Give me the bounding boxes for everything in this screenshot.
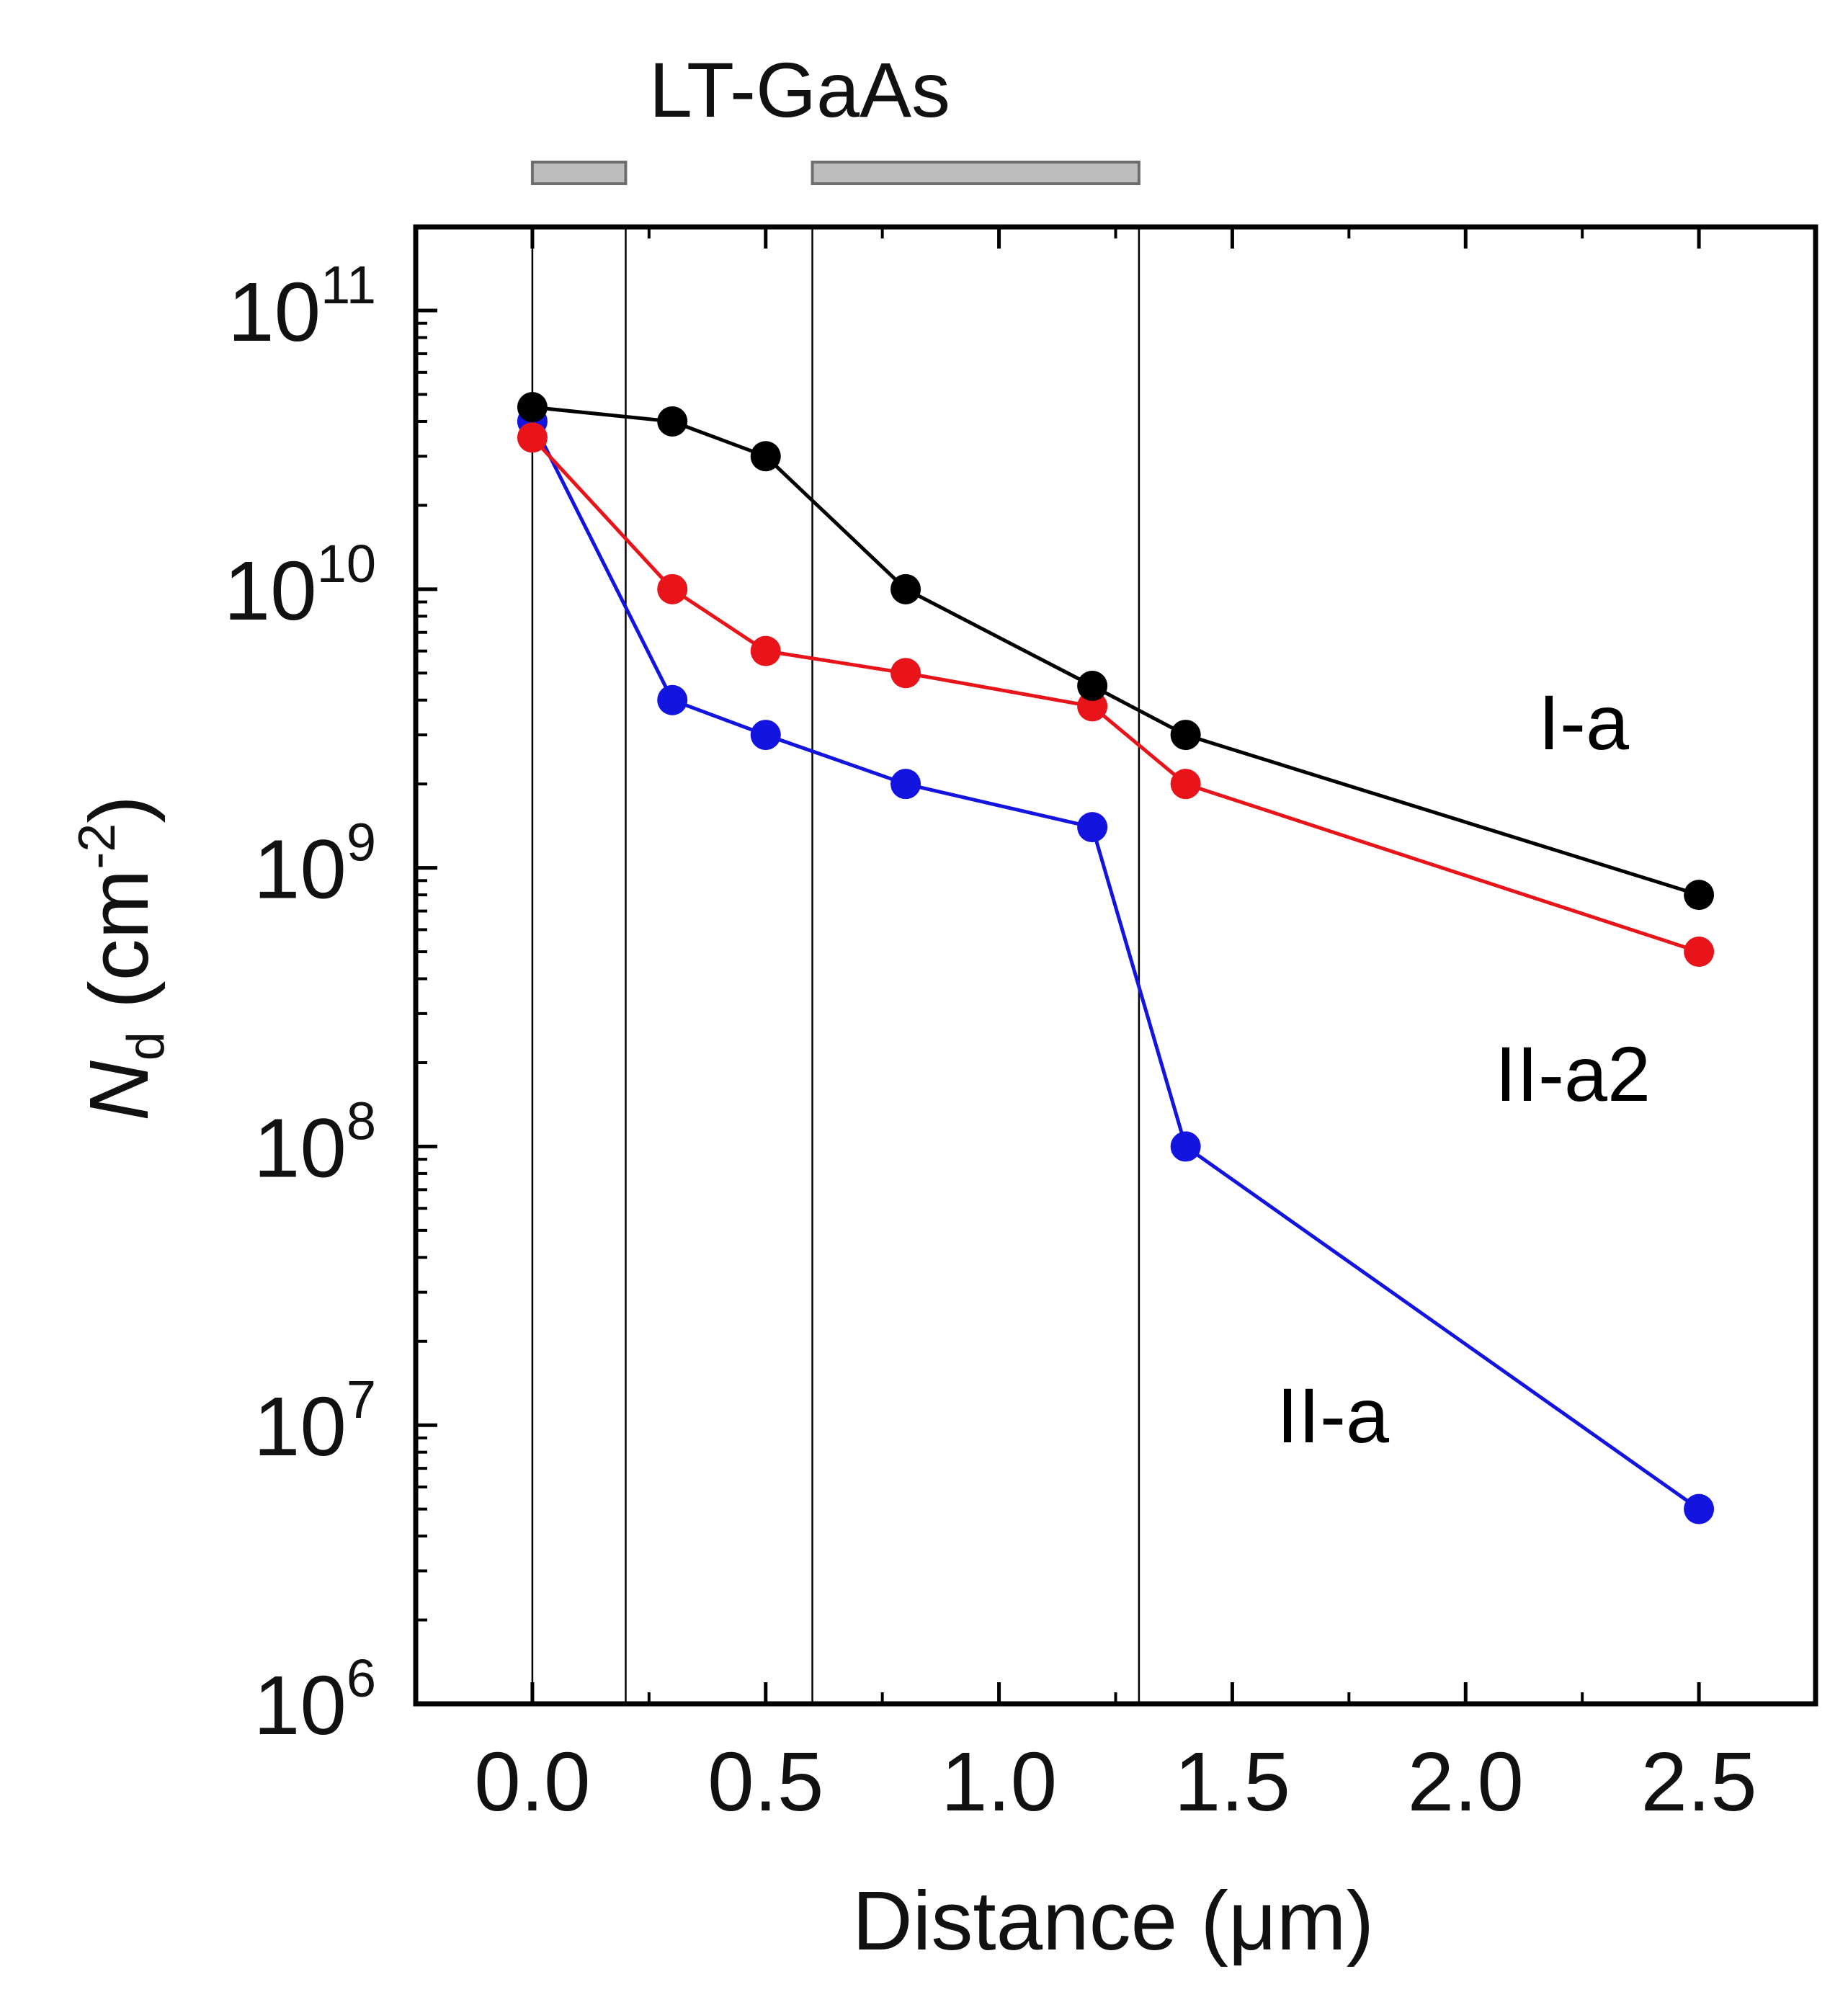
- x-tick-label: 2.0: [1408, 1735, 1524, 1828]
- data-point-II-a2: [1684, 937, 1715, 968]
- y-axis-title-subscript: d: [117, 1032, 175, 1060]
- y-tick-label: 107: [254, 1370, 376, 1473]
- data-point-II-a: [750, 720, 781, 751]
- x-tick-label: 1.0: [941, 1735, 1057, 1828]
- y-axis-title-unit-suffix: ): [72, 795, 166, 823]
- series-line-II-a2: [531, 436, 1700, 954]
- data-point-II-a: [1170, 1131, 1201, 1162]
- y-tick-label: 1011: [228, 255, 376, 359]
- series-line-I-a: [532, 405, 1700, 897]
- data-point-I-a: [1684, 880, 1715, 911]
- series-label-i-a: I-a: [1538, 679, 1630, 766]
- data-point-II-a: [890, 769, 921, 800]
- data-point-II-a: [1077, 812, 1108, 843]
- series-layer: [517, 392, 1715, 1524]
- data-point-I-a: [517, 392, 548, 423]
- y-tick-label: 109: [254, 813, 376, 916]
- y-axis-title-unit-prefix: (cm: [72, 870, 166, 1032]
- data-point-I-a: [657, 406, 688, 437]
- y-tick-label: 106: [254, 1648, 376, 1752]
- y-axis-title: Nd (cm-2): [68, 795, 175, 1121]
- data-point-II-a2: [890, 658, 921, 689]
- y-tick-label: 1010: [224, 534, 376, 638]
- x-axis: 0.0 0.5 1.0 1.5 2.0 2.5: [474, 227, 1757, 1828]
- lt-gaas-region-bar-2: [811, 161, 1141, 185]
- lt-gaas-annotation: LT-GaAs: [530, 46, 1141, 185]
- y-tick-label: 108: [254, 1091, 376, 1194]
- data-point-II-a: [1684, 1493, 1715, 1524]
- series-II-a: [517, 406, 1715, 1524]
- data-point-II-a: [657, 684, 688, 715]
- data-point-I-a: [750, 441, 781, 472]
- lt-gaas-region-bar-1: [530, 161, 628, 185]
- series-II-a2: [517, 422, 1715, 968]
- data-point-I-a: [1077, 670, 1108, 701]
- x-axis-title: Distance (μm): [852, 1874, 1374, 1968]
- series-I-a: [517, 392, 1715, 911]
- series-label-ii-a: II-a: [1277, 1372, 1390, 1459]
- data-point-II-a2: [517, 422, 548, 453]
- data-point-II-a2: [750, 635, 781, 666]
- x-tick-label: 1.5: [1174, 1735, 1290, 1828]
- data-point-II-a2: [657, 573, 688, 604]
- series-label-ii-a2: II-a2: [1495, 1030, 1651, 1117]
- lt-gaas-label: LT-GaAs: [649, 46, 950, 133]
- x-tick-label: 0.5: [707, 1735, 823, 1828]
- series-line-II-a: [530, 420, 1700, 1511]
- svg-text:Nd (cm-2): Nd (cm-2): [68, 795, 175, 1121]
- y-axis-title-symbol: N: [72, 1060, 166, 1121]
- data-point-II-a2: [1170, 769, 1201, 800]
- x-tick-label: 0.0: [474, 1735, 590, 1828]
- data-point-I-a: [1170, 720, 1201, 751]
- region-boundary-lines: [531, 227, 1141, 1704]
- data-point-I-a: [890, 573, 921, 604]
- y-axis: 106 107 108 109 1010 1011: [224, 255, 437, 1752]
- x-tick-label: 2.5: [1641, 1735, 1757, 1828]
- y-axis-title-unit-exp: -2: [68, 823, 126, 870]
